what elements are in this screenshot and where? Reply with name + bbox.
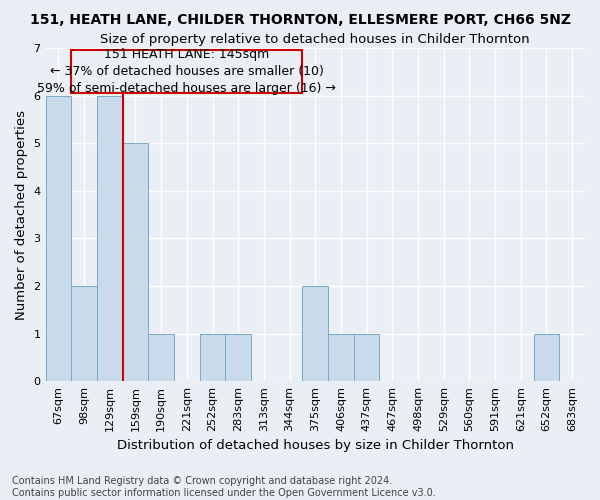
Bar (46, 96, 71, 381)
Bar (122, 143, 148, 381)
Text: Contains HM Land Registry data © Crown copyright and database right 2024.
Contai: Contains HM Land Registry data © Crown c… (12, 476, 436, 498)
Bar (200, 334, 226, 381)
Bar (533, 334, 559, 381)
Bar (328, 334, 354, 381)
Text: 151 HEATH LANE: 145sqm
← 37% of detached houses are smaller (10)
59% of semi-det: 151 HEATH LANE: 145sqm ← 37% of detached… (37, 48, 336, 96)
Bar (71, 286, 97, 381)
Bar (148, 334, 174, 381)
Text: 151, HEATH LANE, CHILDER THORNTON, ELLESMERE PORT, CH66 5NZ: 151, HEATH LANE, CHILDER THORNTON, ELLES… (29, 12, 571, 26)
FancyBboxPatch shape (71, 50, 302, 94)
Bar (97, 96, 122, 381)
Y-axis label: Number of detached properties: Number of detached properties (15, 110, 28, 320)
Bar (354, 334, 379, 381)
Bar (302, 286, 328, 381)
Title: Size of property relative to detached houses in Childer Thornton: Size of property relative to detached ho… (100, 32, 530, 46)
X-axis label: Distribution of detached houses by size in Childer Thornton: Distribution of detached houses by size … (117, 440, 514, 452)
Bar (226, 334, 251, 381)
